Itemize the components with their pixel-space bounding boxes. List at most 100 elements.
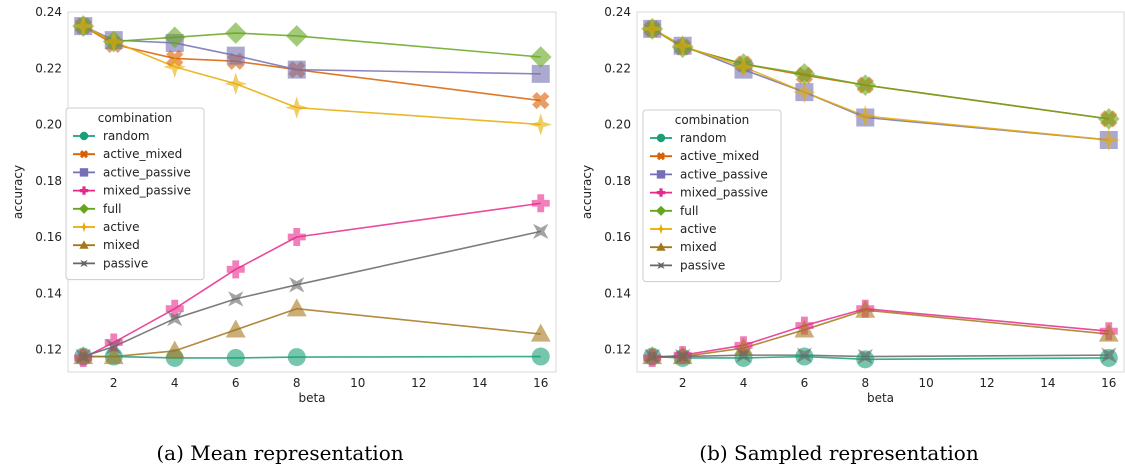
data-point-mixed_passive <box>226 260 245 279</box>
data-point-passive <box>644 348 660 365</box>
data-point-active <box>529 113 552 136</box>
data-point-active_passive <box>531 64 550 83</box>
chart-panel-b: 2 4 6 8 10 12 14 16 0.12 0.14 0.16 0.18 0.20 0.22 0.24… <box>580 5 1125 405</box>
data-point-full <box>854 74 877 96</box>
y-tick-label: 0.18 <box>35 174 62 188</box>
y-tick-label: 0.24 <box>35 5 62 19</box>
x-tick-label: 14 <box>1040 376 1055 390</box>
legend-entry-passive: passive <box>103 256 148 270</box>
legend-swatch-marker-active <box>655 223 667 235</box>
data-point-full <box>1097 108 1120 130</box>
legend-entry-random: random <box>103 129 150 143</box>
data-point-mixed <box>164 340 185 359</box>
legend-swatch-marker-mixed <box>79 240 89 249</box>
legend-swatch-marker-active_mixed <box>79 150 89 159</box>
legend-entry-random: random <box>680 131 727 145</box>
y-axis-label: accuracy <box>11 165 25 219</box>
legend-swatch-marker-mixed <box>656 242 666 251</box>
data-point-passive <box>106 339 122 355</box>
legend-entry-mixed: mixed <box>680 240 717 254</box>
legend-entry-mixed: mixed <box>103 238 140 252</box>
data-point-full <box>224 22 247 44</box>
y-tick-label: 0.14 <box>604 286 631 300</box>
data-point-active <box>285 96 308 119</box>
x-tick-label: 14 <box>472 376 487 390</box>
y-tick-label: 0.20 <box>35 118 62 132</box>
y-tick-label: 0.22 <box>604 61 631 75</box>
series-line-mixed <box>83 307 541 358</box>
legend-title: combination <box>98 111 173 125</box>
data-point-mixed_passive <box>104 333 123 352</box>
data-point-passive <box>289 277 305 293</box>
y-tick-label: 0.16 <box>35 230 62 244</box>
data-point-active <box>640 17 664 41</box>
legend-swatch-marker-active_passive <box>79 168 89 177</box>
legend-swatch-marker-passive <box>657 261 665 269</box>
x-tick-label: 10 <box>919 376 934 390</box>
data-point-active_passive <box>226 46 245 65</box>
data-point-active_passive <box>287 60 306 79</box>
x-tick-label: 16 <box>1101 376 1116 390</box>
data-point-passive <box>75 348 91 365</box>
legend-swatch-marker-active <box>78 221 90 233</box>
data-point-active <box>1097 128 1121 152</box>
legend-box <box>65 107 205 281</box>
data-point-full <box>529 46 552 68</box>
data-point-full <box>163 26 186 49</box>
data-point-active <box>72 14 95 38</box>
series-line-active_mixed <box>651 28 1109 120</box>
x-tick-label: 2 <box>110 376 118 390</box>
data-point-mixed_passive <box>287 228 306 246</box>
y-tick-label: 0.12 <box>604 343 631 357</box>
x-tick-label: 4 <box>740 376 748 390</box>
data-point-mixed <box>794 319 815 338</box>
x-axis-label: beta <box>298 391 325 405</box>
legend-swatch-marker-active_mixed <box>656 152 666 161</box>
legend-swatch-marker-random <box>656 133 666 143</box>
data-point-passive <box>167 310 183 327</box>
series-line-active_passive <box>82 25 541 75</box>
legend-entry-passive: passive <box>680 258 725 272</box>
legend-swatch-marker-mixed_passive <box>656 188 666 197</box>
y-tick-label: 0.14 <box>35 286 62 300</box>
x-tick-label: 16 <box>533 376 548 390</box>
data-point-mixed <box>1098 323 1119 342</box>
x-tick-label: 8 <box>293 376 301 390</box>
data-point-passive <box>675 348 691 365</box>
x-axis-label: beta <box>867 391 894 405</box>
y-axis-label: accuracy <box>580 165 594 219</box>
data-point-random <box>287 348 306 367</box>
data-point-passive <box>533 223 549 240</box>
data-point-mixed <box>530 323 551 342</box>
plot-frame <box>636 11 1125 373</box>
legend-entry-full: full <box>103 202 122 216</box>
y-tick-label: 0.16 <box>604 230 631 244</box>
y-tick-label: 0.18 <box>604 174 631 188</box>
data-point-full <box>285 25 308 47</box>
data-point-passive <box>796 347 813 363</box>
legend-entry-mixed_passive: mixed_passive <box>103 184 191 198</box>
legend-title: combination <box>675 113 750 127</box>
data-point-passive <box>735 347 752 363</box>
data-point-active <box>671 34 694 57</box>
legend-entry-mixed_passive: mixed_passive <box>680 186 768 200</box>
data-point-active <box>224 72 247 95</box>
legend-swatch-marker-random <box>79 131 89 141</box>
legend-entry-active: active <box>680 222 716 236</box>
data-point-random <box>226 348 245 367</box>
x-tick-label: 6 <box>232 376 240 390</box>
legend-swatch-marker-full <box>78 203 90 214</box>
y-tick-label: 0.24 <box>604 5 631 19</box>
legend-entry-full: full <box>680 204 699 218</box>
data-point-active <box>102 30 125 53</box>
x-tick-label: 2 <box>679 376 687 390</box>
data-point-mixed <box>103 346 124 365</box>
data-point-passive <box>228 291 244 307</box>
caption-b: (b) Sampled representation <box>699 441 979 465</box>
data-point-mixed_passive <box>531 194 550 213</box>
data-point-random <box>531 347 550 366</box>
caption-a: (a) Mean representation <box>156 441 403 465</box>
x-tick-label: 12 <box>411 376 426 390</box>
x-tick-label: 10 <box>350 376 365 390</box>
